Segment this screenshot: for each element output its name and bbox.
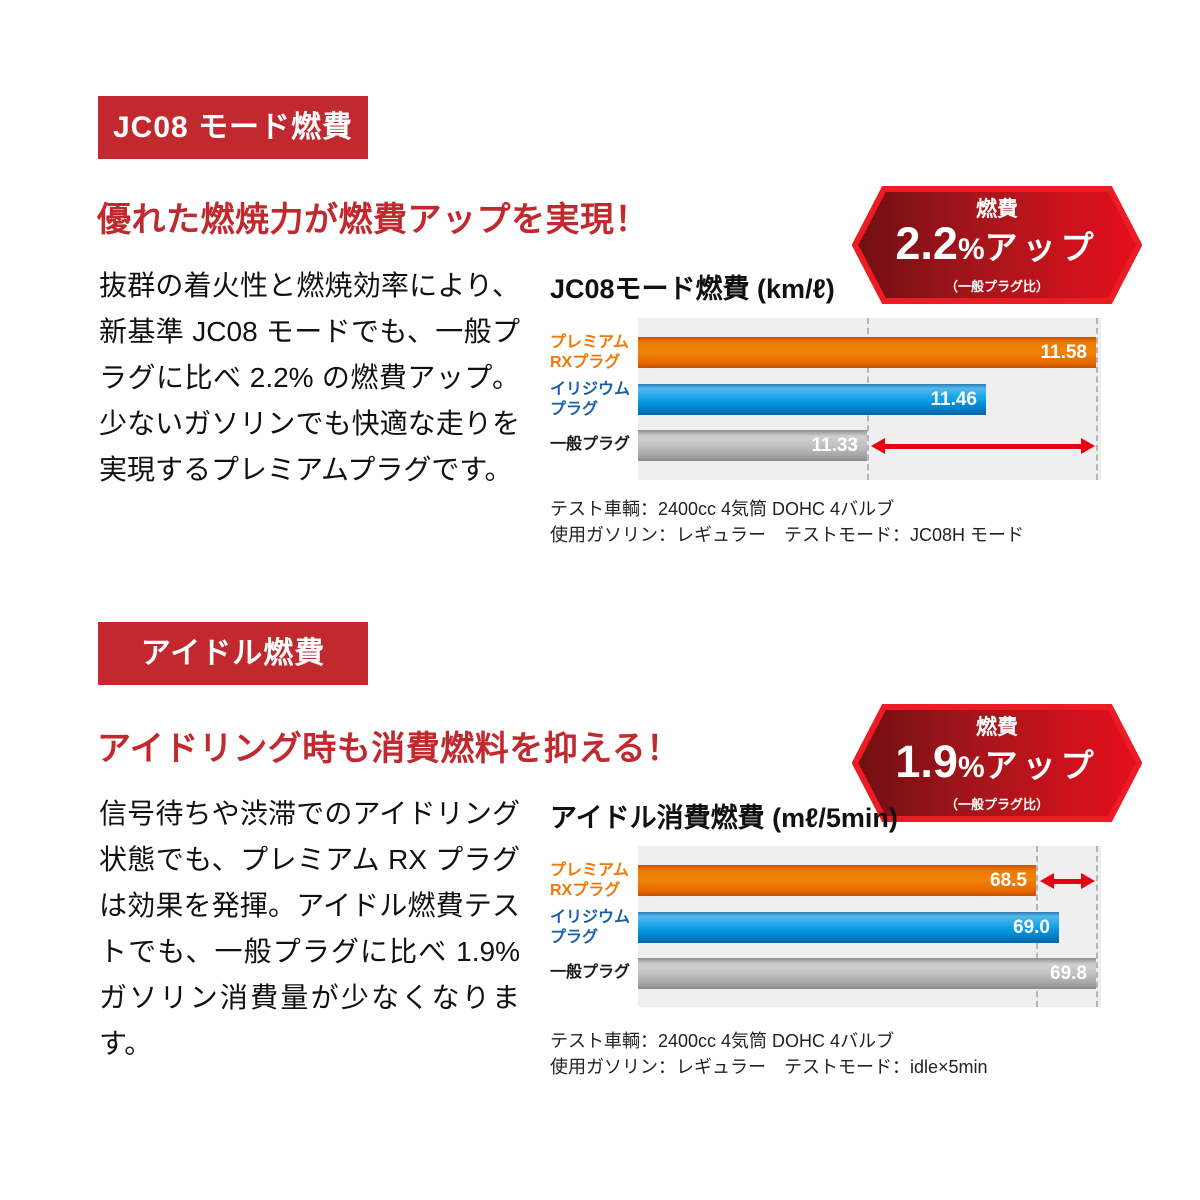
- section-badge-idle: アイドル燃費: [98, 622, 368, 685]
- row-label-premium-rx: プレミアム RXプラグ: [550, 333, 629, 373]
- hex-top-label: 燃費: [976, 197, 1018, 221]
- hexagon-shape: [852, 186, 1142, 304]
- jc08-chart-plot: 11.58 11.46 11.33: [638, 318, 1101, 480]
- arrow-line: [880, 444, 1086, 449]
- row-label-iridium: イリジウム プラグ: [550, 380, 630, 420]
- fuel-up-hexagon-badge: [852, 186, 1142, 304]
- bar-value: 69.8: [1050, 963, 1087, 984]
- row-label-standard: 一般プラグ: [550, 963, 630, 983]
- hex-percent-sign: %: [957, 232, 985, 266]
- hex-note: （一般プラグ比）: [944, 796, 1049, 812]
- hex-note: （一般プラグ比）: [944, 278, 1049, 294]
- row-label-line: イリジウム: [550, 909, 631, 926]
- row-label-standard: 一般プラグ: [550, 435, 630, 455]
- fuel-up-hexagon-badge: [852, 704, 1142, 822]
- bar-value: 69.0: [1013, 917, 1050, 938]
- section-body-jc08: 抜群の着火性と燃焼効率により、新基準 JC08 モードでも、一般プラグに比べ 2…: [99, 270, 520, 485]
- dashed-guideline: [1096, 318, 1098, 480]
- hex-suffix: アップ: [984, 228, 1099, 266]
- bar-value: 11.33: [811, 435, 859, 456]
- bar-iridium: 11.46: [638, 384, 986, 415]
- fuel-up-badge-text-1: 燃費 2.2%アップ （一般プラグ比）: [852, 185, 1142, 305]
- chart-footnotes-jc08: テスト車輌：2400cc 4気筒 DOHC 4バルブ 使用ガソリン：レギュラー …: [550, 496, 1024, 548]
- footnote-line: 使用ガソリン：レギュラー テストモード：idle×5min: [550, 1057, 988, 1077]
- hex-value-row: 2.2%アップ: [895, 217, 1099, 279]
- bar-premium-rx: 68.5: [638, 865, 1036, 896]
- bar-standard: 11.33: [638, 430, 867, 461]
- hex-top-label: 燃費: [976, 715, 1018, 739]
- arrow-line: [1049, 879, 1086, 884]
- hex-value: 1.9: [895, 735, 958, 787]
- row-label-line: RXプラグ: [550, 354, 621, 371]
- dashed-guideline: [1096, 846, 1098, 1007]
- idle-chart-plot: 68.5 69.0 69.8: [638, 846, 1101, 1007]
- row-label-line: プレミアム: [550, 334, 629, 351]
- row-label-premium-rx: プレミアム RXプラグ: [550, 861, 629, 901]
- row-label-line: プラグ: [550, 929, 599, 946]
- bar-value: 11.58: [1040, 342, 1088, 363]
- row-label-line: プレミアム: [550, 862, 629, 879]
- hex-value-row: 1.9%アップ: [895, 735, 1099, 797]
- row-label-line: プラグ: [550, 401, 599, 418]
- section-heading-jc08: 優れた燃焼力が燃費アップを実現！: [97, 201, 649, 239]
- chart-title-jc08: JC08モード燃費 (km/ℓ): [550, 274, 835, 304]
- section-heading-idle: アイドリング時も消費燃料を抑える！: [97, 730, 681, 768]
- improvement-arrow: [1040, 873, 1095, 889]
- bar-iridium: 69.0: [638, 912, 1059, 943]
- bar-standard: 69.8: [638, 958, 1096, 989]
- bar-premium-rx: 11.58: [638, 337, 1096, 368]
- row-label-iridium: イリジウム プラグ: [550, 908, 630, 948]
- bar-value: 11.46: [930, 389, 978, 410]
- hex-value: 2.2: [895, 217, 958, 269]
- hex-percent-sign: %: [957, 750, 985, 784]
- improvement-arrow: [871, 438, 1095, 454]
- hexagon-shape: [852, 704, 1142, 822]
- footnote-line: テスト車輌：2400cc 4気筒 DOHC 4バルブ: [550, 1031, 895, 1051]
- row-label-line: イリジウム: [550, 381, 631, 398]
- footnote-line: テスト車輌：2400cc 4気筒 DOHC 4バルブ: [550, 499, 895, 519]
- chart-footnotes-idle: テスト車輌：2400cc 4気筒 DOHC 4バルブ 使用ガソリン：レギュラー …: [550, 1028, 988, 1080]
- fuel-up-badge-text-2: 燃費 1.9%アップ （一般プラグ比）: [852, 703, 1142, 823]
- row-label-line: RXプラグ: [550, 882, 621, 899]
- hex-suffix: アップ: [984, 746, 1099, 784]
- section-badge-jc08: JC08 モード燃費: [98, 96, 368, 159]
- footnote-line: 使用ガソリン：レギュラー テストモード：JC08H モード: [550, 525, 1025, 545]
- section-body-idle: 信号待ちや渋滞でのアイドリング状態でも、プレミアム RX プラグは効果を発揮。ア…: [99, 798, 520, 1059]
- chart-title-idle: アイドル消費燃費 (mℓ/5min): [550, 803, 898, 833]
- row-label-line: 一般プラグ: [550, 964, 631, 981]
- row-label-line: 一般プラグ: [550, 436, 631, 453]
- bar-value: 68.5: [990, 870, 1027, 891]
